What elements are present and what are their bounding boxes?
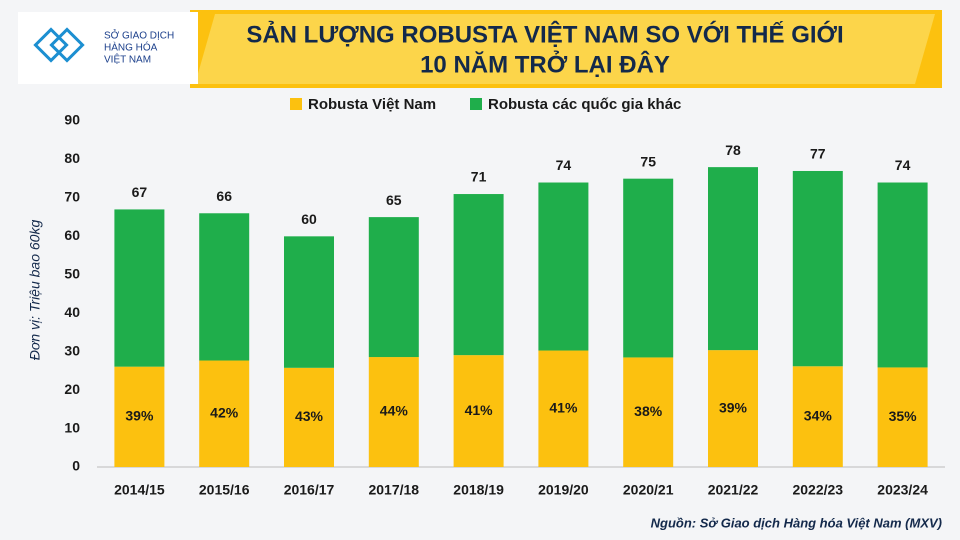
bar-segment [114,366,165,467]
total-label: 75 [640,153,656,169]
y-axis-label: Đơn vị: Triệu bao 60kg [27,220,43,361]
bar-segment [792,366,843,467]
share-label: 34% [804,407,833,423]
x-tick-label: 2015/16 [199,482,250,498]
bar-segment [453,194,504,356]
bar-segment [453,355,504,467]
total-label: 66 [216,188,232,204]
bar-segment [284,236,334,368]
x-tick-label: 2023/24 [877,482,928,498]
total-label: 74 [556,157,572,173]
bar-segment [114,209,165,367]
total-label: 65 [386,192,402,208]
share-label: 38% [634,403,663,419]
logo-box [18,12,198,84]
y-tick-label: 20 [64,381,80,397]
bar-segment [792,170,843,367]
bar-segment [708,167,758,351]
total-label: 78 [725,142,741,158]
y-tick-label: 0 [72,458,80,474]
legend-label: Robusta Việt Nam [308,96,436,113]
bar-segment [708,350,758,467]
y-tick-label: 80 [64,150,80,166]
logo-icon [33,27,85,63]
logo-text: VIỆT NAM [104,53,151,66]
share-label: 41% [549,399,578,415]
share-label: 35% [889,408,918,424]
share-label: 41% [465,402,494,418]
total-label: 71 [471,169,487,185]
x-tick-label: 2018/19 [453,482,504,498]
logo-text: SỞ GIAO DỊCH [104,29,174,42]
y-tick-label: 10 [64,419,80,435]
bar-segment [284,367,334,467]
title-panel [195,14,935,84]
y-tick-label: 30 [64,342,80,358]
total-label: 74 [895,157,911,173]
chart-title: 10 NĂM TRỞ LẠI ĐÂY [420,49,670,78]
x-tick-label: 2017/18 [368,482,419,498]
x-tick-label: 2019/20 [538,482,589,498]
x-tick-label: 2020/21 [623,482,674,498]
bar-segment [199,360,250,467]
legend-swatch [290,98,302,110]
y-tick-label: 90 [64,112,80,128]
bar-segment [623,178,674,358]
logo-text: HÀNG HÓA [104,41,158,54]
bar-segment [538,350,589,467]
legend-label: Robusta các quốc gia khác [488,96,681,113]
total-label: 60 [301,211,317,227]
x-tick-label: 2014/15 [114,482,165,498]
share-label: 42% [210,404,239,420]
total-label: 77 [810,146,826,162]
bar-segment [199,213,250,361]
legend-swatch [470,98,482,110]
source: Nguồn: Sở Giao dịch Hàng hóa Việt Nam (M… [651,515,942,530]
bar-segment [538,182,589,351]
total-label: 67 [132,184,148,200]
x-tick-label: 2021/22 [708,482,759,498]
share-label: 39% [719,399,748,415]
share-label: 39% [125,408,154,424]
x-tick-label: 2016/17 [284,482,335,498]
y-tick-label: 60 [64,227,80,243]
bar-segment [623,357,674,467]
y-tick-label: 70 [64,189,80,205]
x-tick-label: 2022/23 [792,482,843,498]
y-tick-label: 50 [64,265,80,281]
bar-segment [368,217,419,358]
bar-segment [368,357,419,467]
chart-title: SẢN LƯỢNG ROBUSTA VIỆT NAM SO VỚI THẾ GI… [246,19,843,48]
bar-segment [877,367,928,467]
share-label: 44% [380,403,409,419]
y-tick-label: 40 [64,304,80,320]
share-label: 43% [295,408,324,424]
bar-segment [877,182,928,368]
